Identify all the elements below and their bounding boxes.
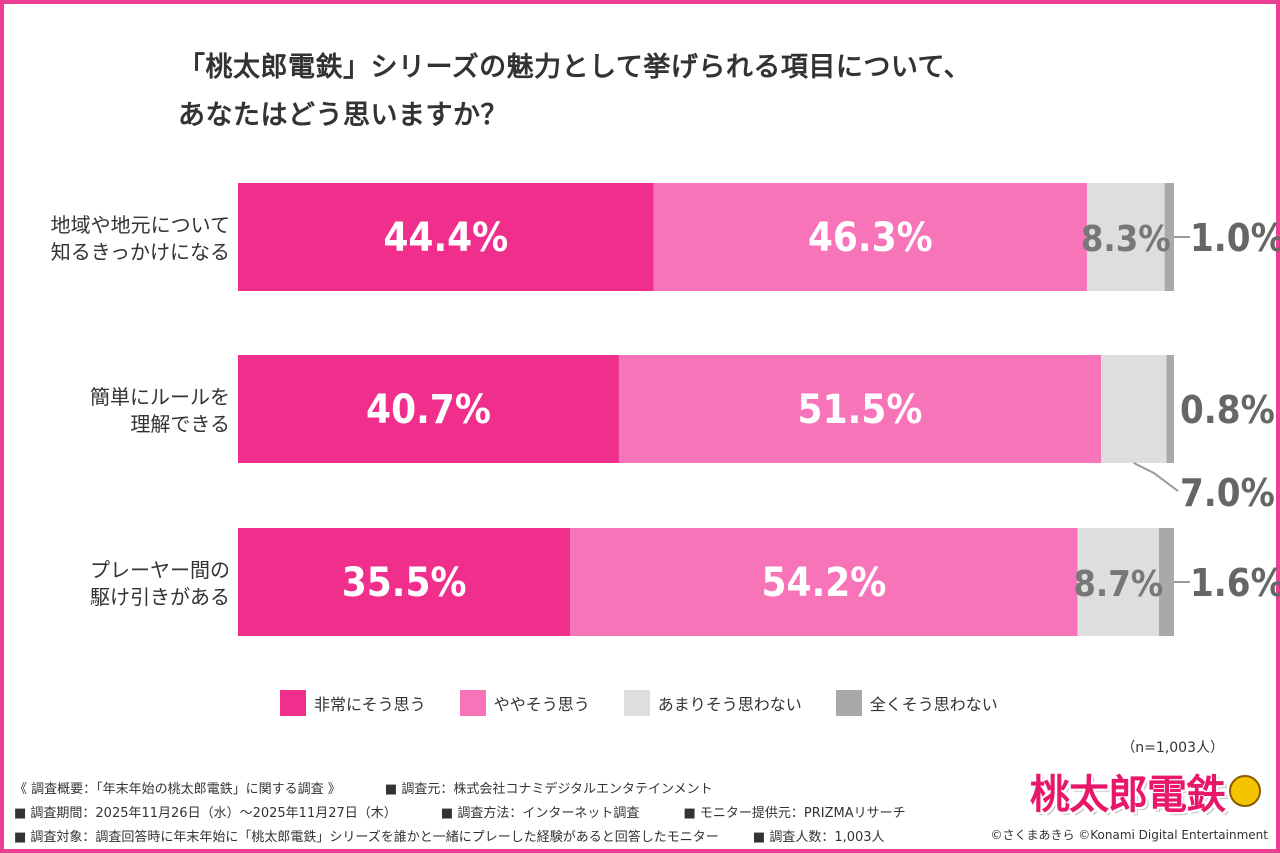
legend-swatch [459,690,486,716]
data-label: 7.0% [1180,471,1275,515]
legend-item-not-much: あまりそう思わない [623,690,802,716]
legend: 非常にそう思う ややそう思う あまりそう思わない 全くそう思わない [280,690,998,716]
bar-segment [1100,355,1167,463]
survey-overview: 《 調査概要：「年末年始の桃太郎電鉄」に関する調査 》 [14,782,341,797]
data-label: 40.7% [366,387,491,433]
bar-segment [1166,355,1174,463]
legend-swatch [280,690,306,716]
data-label: 1.0% [1190,216,1280,260]
survey-target: ■ 調査対象：調査回答時に年末年始に「桃太郎電鉄」シリーズを誰かと一緒にプレーし… [14,830,719,845]
data-label: 0.8% [1180,388,1275,432]
chart-title: 「桃太郎電鉄」シリーズの魅力として挙げられる項目について、 あなたはどう思います… [178,52,972,131]
legend-swatch [623,690,650,716]
legend-item-not-at-all: 全くそう思わない [835,690,998,716]
category-label: 地域や地元について知るきっかけになる [51,213,230,264]
leader-line [1133,462,1179,492]
footer-line-2: ■ 調査期間：2025年11月26日（水）～2025年11月27日（木） ■ 調… [14,802,906,821]
bar-segment [653,183,1087,291]
legend-label: 全くそう思わない [869,695,998,714]
bar-segment [570,528,1078,636]
data-label: 54.2% [762,560,887,606]
data-label: 44.4% [383,215,508,261]
data-label: 35.5% [342,560,467,606]
bar-segment [238,355,619,463]
sample-size-label: （n=1,003人） [1121,740,1224,756]
legend-swatch [835,690,862,716]
survey-monitor: ■ モニター提供元：PRIZMAリサーチ [683,806,906,821]
bar-segment [618,355,1101,463]
copyright: ©さくまあきら ©Konami Digital Entertainment [990,828,1268,842]
data-label: 8.3% [1081,219,1171,260]
data-label: 8.7% [1073,564,1163,605]
bar-segment [1164,183,1174,291]
category-label: 簡単にルールを理解できる [90,385,230,436]
bar-segment [1159,528,1174,636]
legend-item-very: 非常にそう思う [280,690,426,716]
legend-item-somewhat: ややそう思う [459,690,590,716]
data-label: 46.3% [808,215,933,261]
logo-face-icon [1229,775,1261,807]
legend-label: ややそう思う [493,695,590,714]
momotetsu-logo: 桃太郎電鉄 [1030,762,1261,820]
category-label: プレーヤー間の駆け引きがある [90,558,230,609]
bar-segment [1086,183,1165,291]
footer-line-1: 《 調査概要：「年末年始の桃太郎電鉄」に関する調査 》 ■ 調査元：株式会社コナ… [14,778,713,797]
footer-line-3: ■ 調査対象：調査回答時に年末年始に「桃太郎電鉄」シリーズを誰かと一緒にプレーし… [14,826,885,845]
legend-label: 非常にそう思う [314,695,426,714]
data-label: 1.6% [1190,561,1280,605]
survey-source: ■ 調査元：株式会社コナミデジタルエンタテインメント [384,782,713,797]
bar-segment [1077,528,1160,636]
survey-method: ■ 調査方法：インターネット調査 [440,806,640,821]
logo-text: 桃太郎電鉄 [1030,772,1226,818]
legend-label: あまりそう思わない [657,695,802,714]
bar-segment [238,528,571,636]
survey-period: ■ 調査期間：2025年11月26日（水）～2025年11月27日（木） [14,806,397,821]
bar-segment [238,183,654,291]
data-label: 51.5% [798,387,923,433]
survey-count: ■ 調査人数：1,003人 [752,830,885,845]
